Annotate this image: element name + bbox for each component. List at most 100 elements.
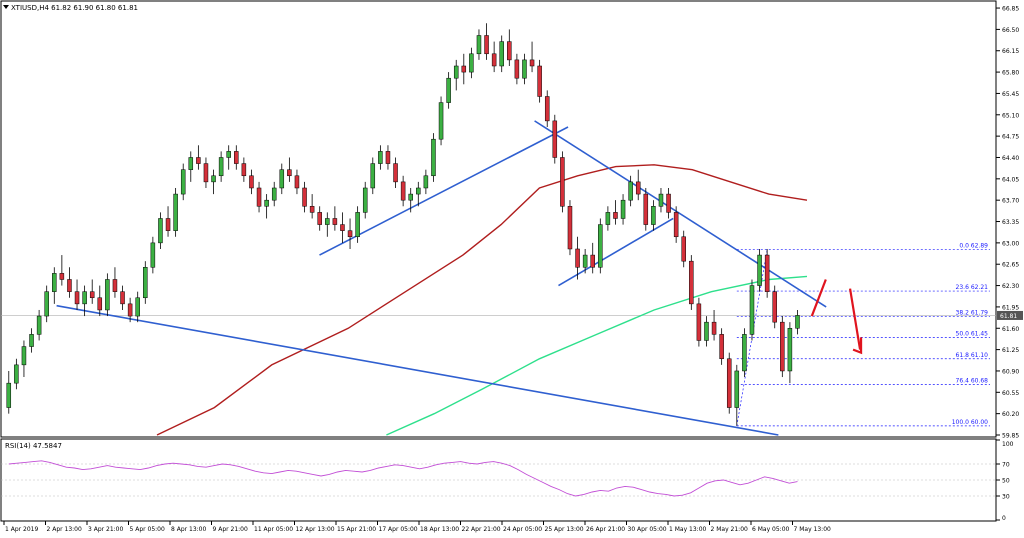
candle-body <box>476 35 482 55</box>
candle-body <box>408 193 413 201</box>
candle-body <box>499 41 504 67</box>
down-arrow-stroke <box>848 288 862 350</box>
candle-body <box>52 273 57 292</box>
price-tick-label: 61.60 <box>1002 326 1019 333</box>
candle-body <box>347 230 353 238</box>
candle-body <box>544 96 550 122</box>
candle-body <box>135 297 140 317</box>
candle-body <box>537 65 542 97</box>
price-axis: 66.85 66.50 66.15 65.80 65.45 65.10 64.75 64.40… <box>996 6 1023 440</box>
price-tick-label: 66.15 <box>1002 48 1019 55</box>
candle-body <box>44 291 49 317</box>
rsi-tick-label: 30 <box>1002 494 1010 501</box>
rsi-tick-label: 50 <box>1002 478 1010 485</box>
time-tick-label: 2 Apr 13:00 <box>47 526 82 533</box>
candle-body <box>112 279 118 292</box>
candle-body <box>469 53 474 73</box>
candle-body <box>271 187 277 201</box>
trendlines <box>56 120 827 436</box>
candle-body <box>309 206 315 213</box>
price-tick-label: 60.20 <box>1002 411 1019 418</box>
current-price-label: 61.81 <box>1000 313 1017 320</box>
candle-body <box>150 242 156 268</box>
rsi-panel: 100 70 50 30 0 <box>1 439 1014 522</box>
trendline <box>319 126 569 256</box>
candle-body <box>188 157 194 170</box>
candle-body <box>689 260 694 305</box>
candle-body <box>287 169 292 177</box>
candle-body <box>340 224 345 231</box>
price-tick-label: 66.50 <box>1002 27 1019 34</box>
candle-body <box>795 315 800 329</box>
candle-body <box>643 193 649 225</box>
candle-body <box>704 321 709 341</box>
candle-body <box>385 151 391 164</box>
time-tick-label: 18 Apr 13:00 <box>420 526 459 533</box>
candle-body <box>6 382 12 408</box>
time-tick-label: 5 Apr 05:00 <box>130 526 165 533</box>
candle-body <box>165 218 171 231</box>
candle-body <box>726 358 732 408</box>
candle-body <box>120 291 125 305</box>
candle-body <box>529 59 535 67</box>
time-tick-label: 11 Apr 05:00 <box>254 526 293 533</box>
candle-body <box>787 328 793 372</box>
candle-body <box>143 267 148 299</box>
candle-body <box>749 285 755 335</box>
candle-body <box>575 248 580 268</box>
candle-body <box>158 218 163 244</box>
time-axis: 1 Apr 2019 2 Apr 13:00 3 Apr 21:00 5 Apr 05… <box>3 521 831 533</box>
time-tick-label: 2 May 21:00 <box>711 526 749 533</box>
rsi-tick-label: 70 <box>1002 462 1010 469</box>
price-tick-label: 61.25 <box>1002 347 1019 354</box>
candle-body <box>666 193 671 213</box>
price-tick-label: 64.05 <box>1002 176 1019 183</box>
candle-body <box>552 120 558 158</box>
candle-body <box>613 212 618 219</box>
time-tick-label: 1 May 13:00 <box>669 526 707 533</box>
candle-body <box>36 315 42 335</box>
candle-body <box>764 254 770 292</box>
candle-body <box>249 175 254 189</box>
candle-body <box>234 151 239 164</box>
candle-body <box>211 175 216 183</box>
candle-body <box>742 334 747 372</box>
candle-body <box>74 291 80 305</box>
candle-body <box>620 199 626 219</box>
candle-body <box>431 138 436 177</box>
fib-level-label: 100.0 60.00 <box>952 419 988 426</box>
current-price-box <box>997 310 1023 320</box>
candle-body <box>317 212 322 225</box>
chart-menu-icon[interactable] <box>3 5 9 9</box>
candle-body <box>370 163 376 189</box>
candle-body <box>681 236 686 262</box>
candle-body <box>734 370 740 408</box>
candle-body <box>21 346 27 366</box>
candle-body <box>605 212 611 225</box>
candle-body <box>241 163 247 177</box>
candle-body <box>355 212 360 238</box>
candle-body <box>416 187 421 195</box>
price-tick-label: 63.70 <box>1002 198 1019 205</box>
candle-body <box>218 157 224 177</box>
candle-body <box>598 224 603 268</box>
ma-fast-line <box>386 275 808 436</box>
candles[interactable] <box>6 23 800 426</box>
candle-body <box>772 291 777 323</box>
candle-body <box>332 218 338 225</box>
candle-body <box>127 303 133 317</box>
time-tick-label: 12 Apr 13:00 <box>296 526 335 533</box>
candle-body <box>226 151 231 158</box>
candle-body <box>256 187 262 207</box>
candle-body <box>582 254 588 268</box>
time-tick-label: 17 Apr 05:00 <box>379 526 418 533</box>
candle-body <box>453 65 459 79</box>
candle-body <box>484 35 489 55</box>
candle-body <box>14 364 19 384</box>
price-tick-label: 62.65 <box>1002 262 1019 269</box>
price-tick-label: 59.85 <box>1002 433 1019 440</box>
trendline <box>56 304 779 436</box>
candle-body <box>673 212 679 238</box>
time-tick-label: 25 Apr 13:00 <box>545 526 584 533</box>
